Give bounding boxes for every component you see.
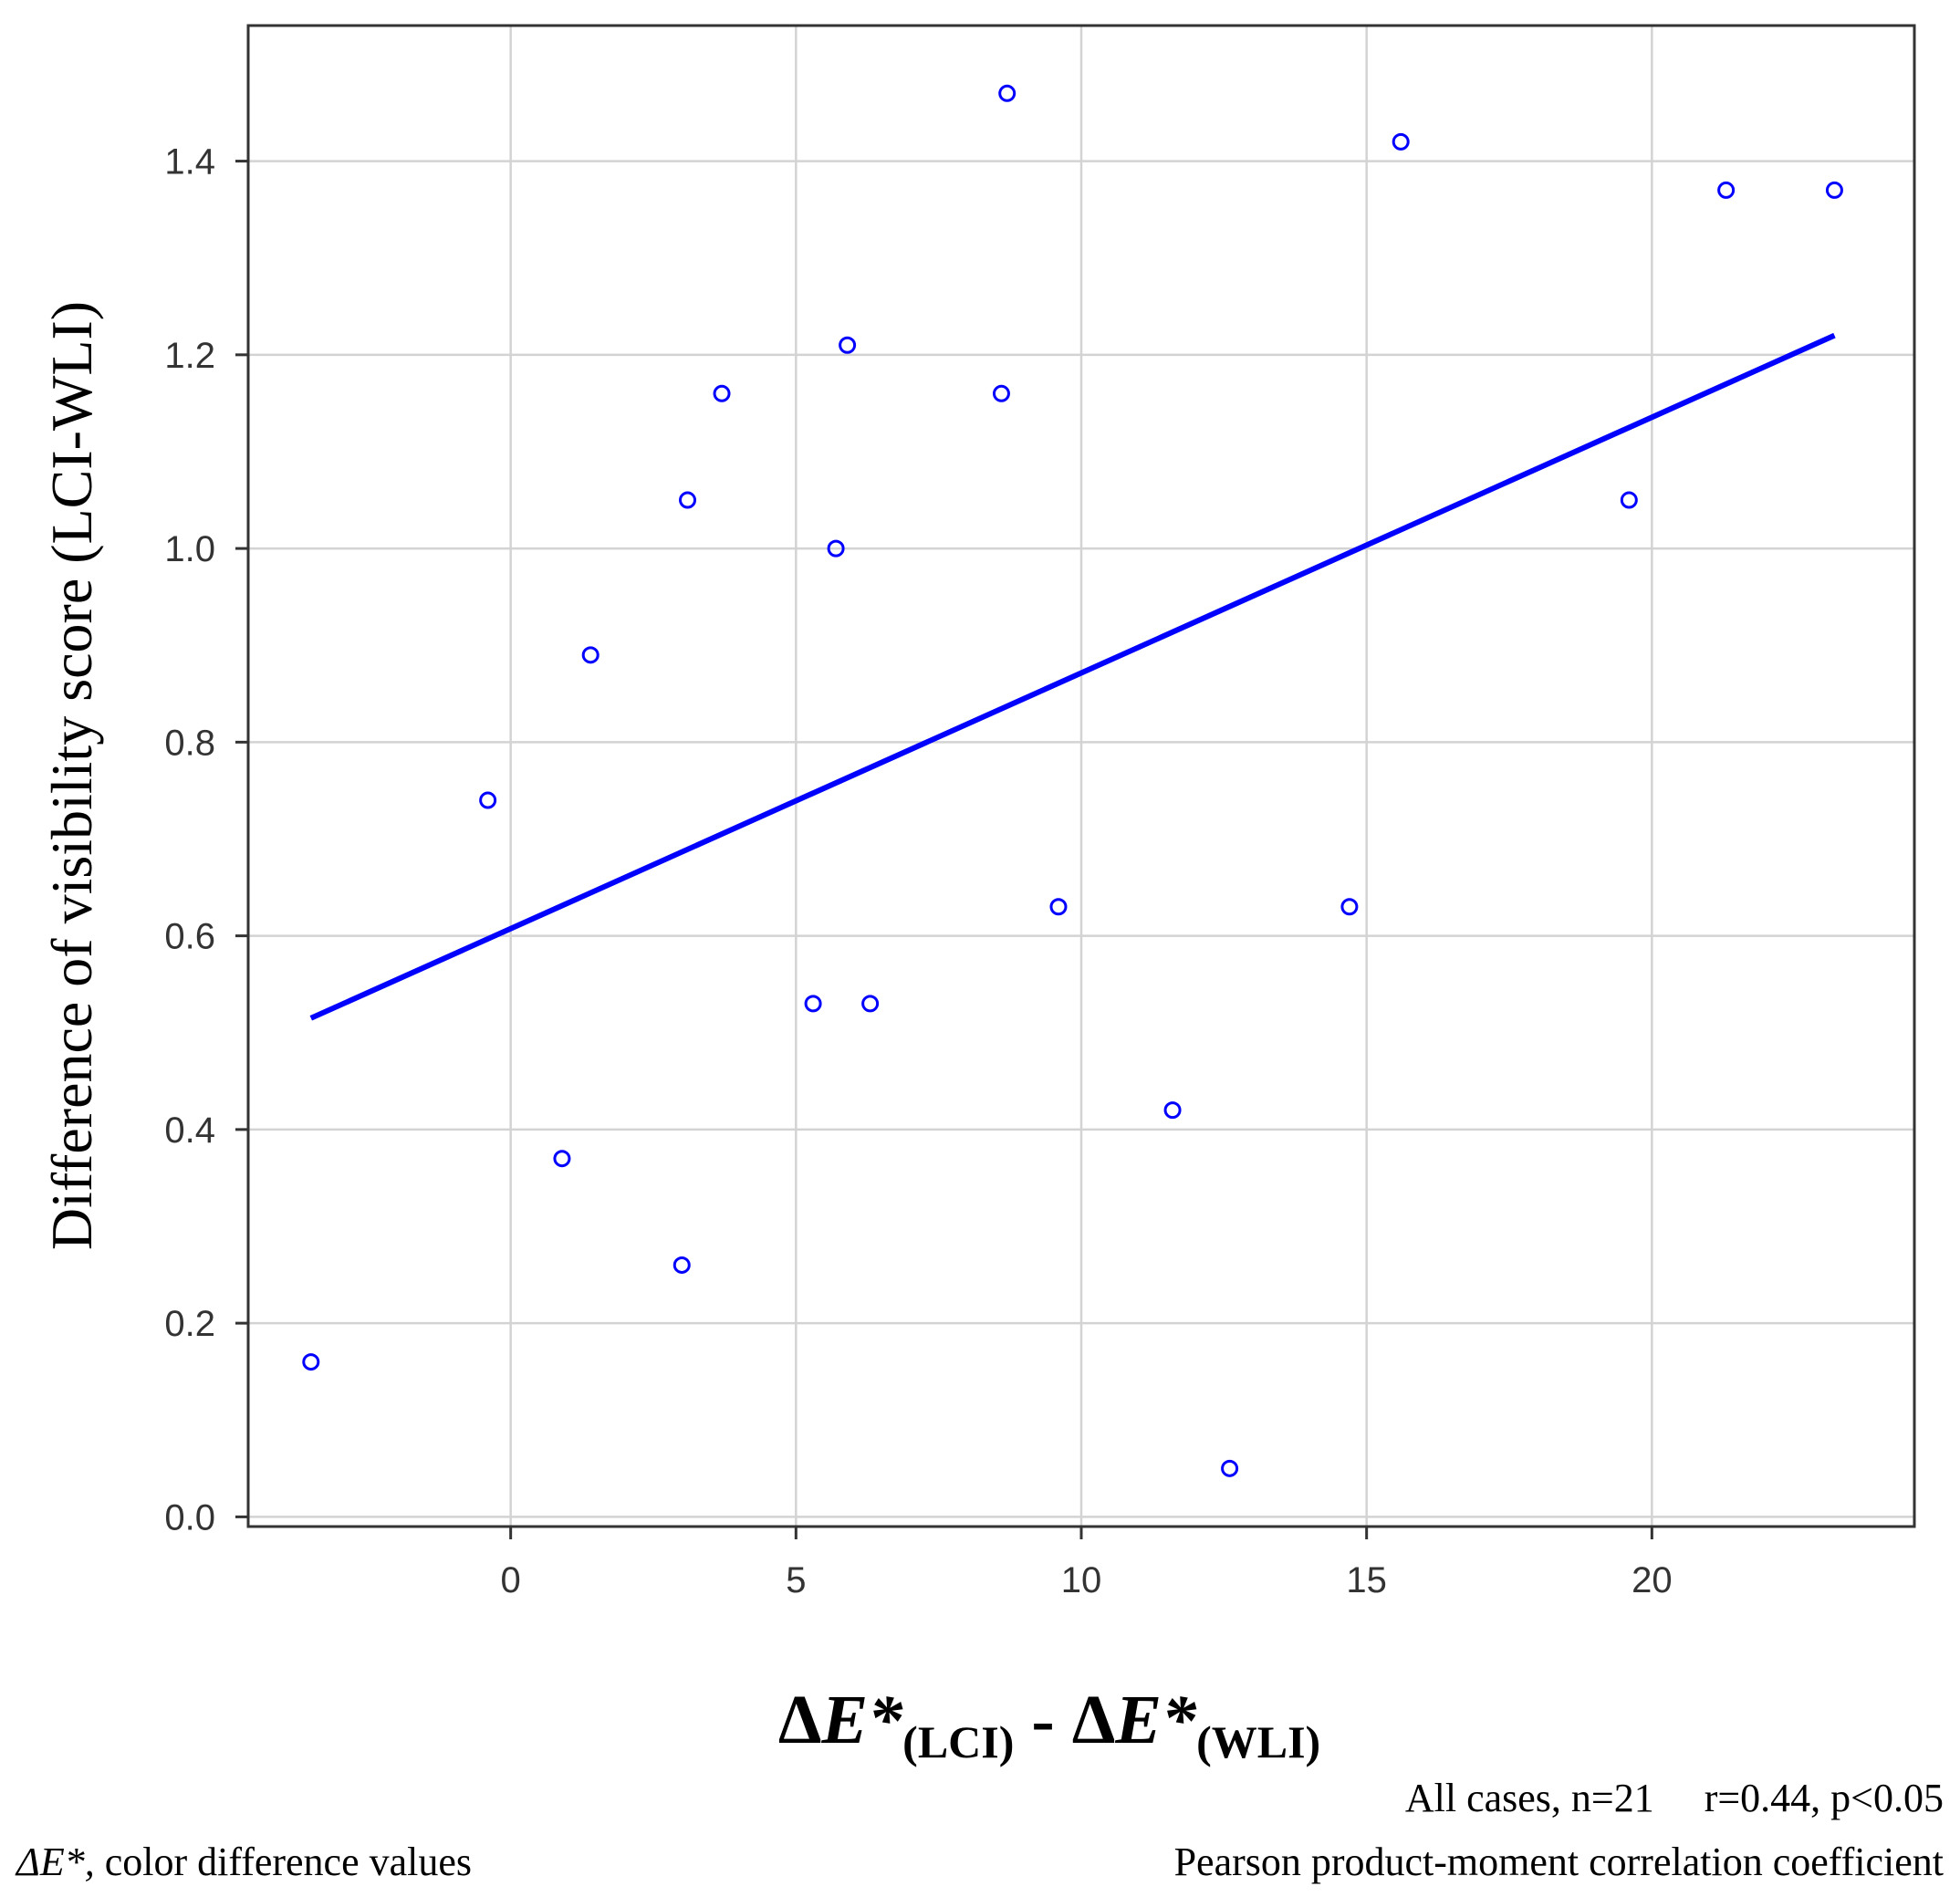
regression-line xyxy=(309,332,1836,1021)
data-point xyxy=(992,384,1010,402)
x-axis-label-sub-lci: (LCI) xyxy=(902,1716,1014,1767)
data-point xyxy=(804,995,822,1013)
data-point xyxy=(998,84,1016,102)
data-point xyxy=(1620,491,1638,509)
data-point xyxy=(839,336,857,354)
x-tick-label: 20 xyxy=(1632,1560,1673,1600)
x-axis-label-delta: Δ xyxy=(778,1682,822,1758)
data-point xyxy=(679,491,697,509)
x-axis-label-minus: - xyxy=(1014,1682,1071,1758)
y-tick-label: 0.6 xyxy=(164,917,215,957)
y-tick-label: 0.8 xyxy=(164,723,215,763)
data-point xyxy=(1825,181,1843,199)
y-tick-label: 1.2 xyxy=(164,336,215,376)
data-point xyxy=(553,1150,571,1168)
y-axis-label: Difference of visibility score (LCI-WLI) xyxy=(39,301,104,1250)
data-point xyxy=(1717,181,1736,199)
data-point xyxy=(1049,898,1068,916)
grid-lines xyxy=(248,26,1914,1527)
data-point xyxy=(1221,1459,1239,1477)
data-point xyxy=(1340,898,1359,916)
data-point xyxy=(1163,1101,1182,1120)
method-note: Pearson product-moment correlation coeff… xyxy=(1174,1840,1944,1884)
x-axis-label-e: E* xyxy=(820,1682,903,1758)
data-point xyxy=(1392,132,1410,151)
y-tick-label: 1.0 xyxy=(164,529,215,569)
data-point xyxy=(479,791,497,809)
x-tick-label: 10 xyxy=(1061,1560,1102,1600)
data-point xyxy=(861,995,880,1013)
data-point xyxy=(672,1256,691,1274)
data-point xyxy=(581,646,599,664)
axis-ticks: 0 5 10 15 20 0.0 0.2 0.4 0.6 0.8 1.0 1.2 1.4 xyxy=(164,142,1672,1600)
x-axis-label: ΔE*(LCI) - ΔE*(WLI) xyxy=(778,1682,1320,1767)
x-tick-label: 15 xyxy=(1346,1560,1387,1600)
delta-e-symbol: ΔE*, xyxy=(15,1840,95,1884)
y-tick-label: 0.2 xyxy=(164,1304,215,1344)
data-point xyxy=(302,1353,320,1371)
y-tick-label: 1.4 xyxy=(164,142,215,182)
y-tick-label: 0.4 xyxy=(164,1110,215,1151)
x-axis-label-e-2: E* xyxy=(1114,1682,1197,1758)
delta-e-legend: ΔE*, color difference values xyxy=(15,1840,472,1884)
x-tick-label: 5 xyxy=(786,1560,806,1600)
delta-e-description: color difference values xyxy=(95,1840,472,1884)
x-axis-label-sub-wli: (WLI) xyxy=(1196,1716,1320,1767)
data-point xyxy=(713,384,731,402)
x-tick-label: 0 xyxy=(501,1560,521,1600)
x-axis-label-delta-2: Δ xyxy=(1072,1682,1116,1758)
stats-note: All cases, n=21 r=0.44, p<0.05 xyxy=(1405,1776,1944,1820)
data-point xyxy=(827,539,845,558)
data-points xyxy=(302,84,1843,1477)
y-tick-label: 0.0 xyxy=(164,1497,215,1537)
